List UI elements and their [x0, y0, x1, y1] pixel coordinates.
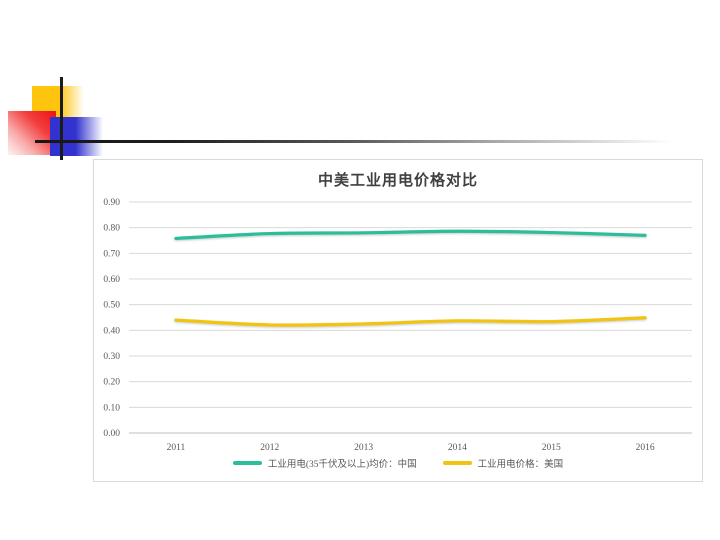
series-line-usa	[174, 316, 647, 327]
series-line-china	[174, 229, 647, 241]
y-axis-tick-label: 0.60	[103, 275, 120, 285]
y-axis-tick-label: 0.40	[103, 326, 120, 336]
legend-line-swatch-china	[232, 461, 262, 465]
y-axis-tick-label: 0.10	[103, 403, 120, 413]
ornament-vertical-line	[60, 77, 63, 160]
x-axis-tick-label: 2015	[542, 443, 561, 453]
x-axis-tick-label: 2011	[167, 443, 186, 453]
y-axis-tick-label: 0.00	[103, 429, 120, 439]
line-chart-plot: 0.00 0.10 0.20 0.30 0.40 0.50 0.60 0.70 0.80 0.90…	[103, 198, 692, 453]
ornament-red-square	[8, 111, 56, 155]
x-axis-tick-label: 2013	[354, 443, 373, 453]
legend-line-swatch-usa	[442, 461, 472, 465]
chart-frame: 0.00 0.10 0.20 0.30 0.40 0.50 0.60 0.70 0.80 0.90…	[93, 159, 703, 482]
y-axis-tick-label: 0.70	[103, 249, 120, 259]
legend-item-usa: 工业用电价格：美国	[442, 456, 564, 470]
legend-item-china: 工业用电(35千伏及以上)均价：中国	[232, 456, 417, 470]
ornament-blue-square	[50, 117, 103, 156]
x-axis-tick-label: 2012	[260, 443, 279, 453]
y-axis-tick-label: 0.90	[103, 198, 120, 208]
y-axis-tick-label: 0.30	[103, 352, 120, 362]
chart-title: 中美工业用电价格对比	[317, 173, 478, 189]
y-axis-tick-label: 0.20	[103, 378, 120, 388]
x-axis-tick-label: 2014	[448, 443, 467, 453]
y-axis-tick-label: 0.80	[103, 224, 120, 234]
x-axis-tick-label: 2016	[636, 443, 655, 453]
ornament-horizontal-rule	[35, 140, 673, 143]
y-axis-tick-label: 0.50	[103, 301, 120, 311]
legend-label-china: 工业用电(35千伏及以上)均价：中国	[267, 460, 417, 470]
legend-label-usa: 工业用电价格：美国	[477, 460, 564, 470]
chart-legend: 工业用电(35千伏及以上)均价：中国 工业用电价格：美国	[94, 456, 702, 470]
